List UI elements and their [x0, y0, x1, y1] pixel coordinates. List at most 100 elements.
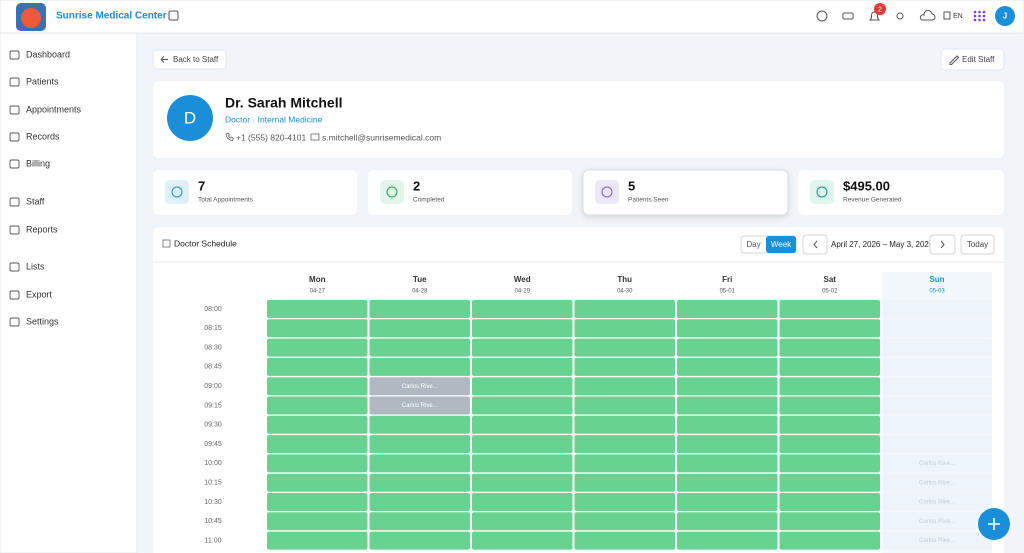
open-slot[interactable] [677, 319, 778, 338]
open-slot[interactable] [369, 473, 471, 492]
open-slot[interactable] [574, 493, 676, 511]
today-button[interactable] [960, 234, 995, 255]
open-slot[interactable] [779, 357, 881, 376]
open-slot[interactable] [779, 338, 881, 357]
open-slot[interactable] [779, 377, 881, 396]
open-slot[interactable] [574, 531, 676, 550]
open-slot[interactable] [369, 357, 471, 376]
open-slot[interactable] [472, 473, 573, 492]
open-slot[interactable] [472, 338, 573, 357]
open-slot[interactable] [677, 377, 778, 396]
open-slot[interactable] [472, 512, 573, 531]
open-slot[interactable] [882, 319, 992, 338]
open-slot[interactable] [574, 435, 676, 454]
open-slot[interactable] [677, 300, 778, 318]
open-slot[interactable] [369, 300, 471, 318]
open-slot[interactable] [677, 531, 778, 550]
open-slot[interactable] [677, 512, 778, 531]
open-slot[interactable] [267, 319, 368, 338]
open-slot[interactable] [574, 377, 676, 396]
open-slot[interactable] [267, 454, 368, 473]
open-slot[interactable] [369, 512, 471, 531]
today-label[interactable]: Today [967, 240, 988, 249]
apps-icon[interactable] [973, 10, 986, 22]
sidebar-toggle[interactable] [168, 10, 179, 21]
keyboard-icon[interactable] [842, 12, 854, 20]
open-slot[interactable] [882, 300, 992, 318]
prev-button[interactable] [802, 234, 828, 255]
nav-item[interactable]: Records [26, 131, 60, 141]
open-slot[interactable] [779, 396, 881, 415]
open-slot[interactable] [267, 338, 368, 357]
view-day[interactable]: Day [746, 240, 760, 249]
open-slot[interactable] [267, 377, 368, 396]
open-slot[interactable] [369, 319, 471, 338]
open-slot[interactable] [882, 415, 992, 434]
open-slot[interactable] [472, 396, 573, 415]
booked-slot[interactable] [882, 493, 992, 511]
open-slot[interactable] [267, 415, 368, 434]
back-button[interactable] [152, 49, 227, 70]
open-slot[interactable] [472, 300, 573, 318]
open-slot[interactable] [779, 473, 881, 492]
open-slot[interactable] [574, 338, 676, 357]
open-slot[interactable] [472, 454, 573, 473]
cloud-icon[interactable] [919, 10, 936, 21]
help-icon[interactable] [816, 10, 828, 22]
open-slot[interactable] [267, 493, 368, 511]
open-slot[interactable] [677, 396, 778, 415]
open-slot[interactable] [882, 396, 992, 415]
nav-item[interactable]: Export [26, 289, 53, 299]
open-slot[interactable] [472, 435, 573, 454]
edit-label[interactable]: Edit Staff [962, 55, 995, 64]
open-slot[interactable] [882, 338, 992, 357]
avatar[interactable] [995, 6, 1015, 26]
open-slot[interactable] [472, 357, 573, 376]
open-slot[interactable] [267, 435, 368, 454]
booked-slot[interactable] [882, 473, 992, 492]
next-button[interactable] [929, 234, 956, 255]
open-slot[interactable] [267, 531, 368, 550]
open-slot[interactable] [677, 473, 778, 492]
open-slot[interactable] [677, 338, 778, 357]
open-slot[interactable] [472, 531, 573, 550]
open-slot[interactable] [369, 493, 471, 511]
open-slot[interactable] [472, 319, 573, 338]
open-slot[interactable] [574, 319, 676, 338]
open-slot[interactable] [779, 512, 881, 531]
open-slot[interactable] [779, 531, 881, 550]
open-slot[interactable] [677, 357, 778, 376]
open-slot[interactable] [779, 415, 881, 434]
open-slot[interactable] [369, 435, 471, 454]
open-slot[interactable] [779, 300, 881, 318]
open-slot[interactable] [369, 454, 471, 473]
open-slot[interactable] [267, 512, 368, 531]
nav-item[interactable]: Settings [26, 316, 59, 326]
open-slot[interactable] [677, 415, 778, 434]
open-slot[interactable] [779, 454, 881, 473]
lang-icon[interactable] [943, 11, 951, 20]
nav-item[interactable]: Staff [26, 196, 45, 206]
open-slot[interactable] [574, 473, 676, 492]
nav-item[interactable]: Appointments [26, 104, 82, 114]
view-week[interactable]: Week [771, 240, 792, 249]
open-slot[interactable] [779, 319, 881, 338]
open-slot[interactable] [472, 377, 573, 396]
open-slot[interactable] [369, 531, 471, 550]
open-slot[interactable] [574, 357, 676, 376]
open-slot[interactable] [267, 357, 368, 376]
booked-slot[interactable] [369, 377, 471, 396]
open-slot[interactable] [574, 512, 676, 531]
open-slot[interactable] [472, 493, 573, 511]
open-slot[interactable] [882, 357, 992, 376]
back-label[interactable]: Back to Staff [173, 55, 219, 64]
nav-item[interactable]: Patients [26, 76, 59, 86]
open-slot[interactable] [677, 435, 778, 454]
nav-item[interactable]: Dashboard [26, 49, 70, 59]
booked-slot[interactable] [882, 531, 992, 550]
language[interactable]: EN [953, 13, 963, 20]
booked-slot[interactable] [882, 512, 992, 531]
open-slot[interactable] [369, 338, 471, 357]
open-slot[interactable] [779, 435, 881, 454]
nav-item[interactable]: Billing [26, 158, 50, 168]
